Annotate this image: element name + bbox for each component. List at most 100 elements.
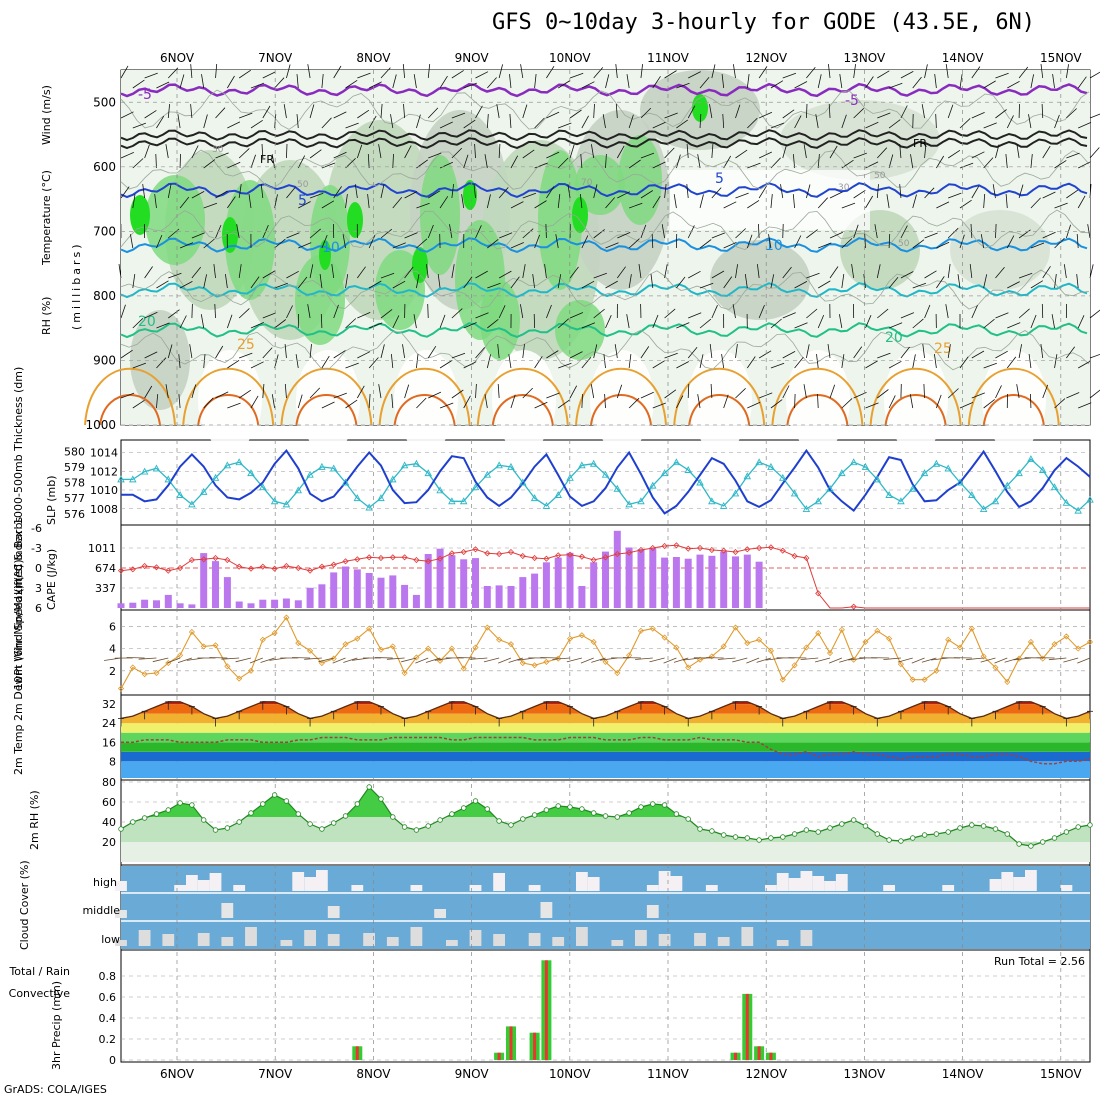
lifted-index-point (153, 564, 160, 571)
wind-barb (782, 266, 792, 279)
thickness-point (542, 501, 551, 509)
wind-barb (732, 304, 736, 319)
cape-bar (247, 603, 255, 608)
cloud-high (705, 885, 718, 891)
wind-barb (1018, 272, 1033, 279)
rh-tick: 20 (102, 836, 116, 849)
wind-barb (888, 233, 891, 249)
cloud-row-middle: middle (82, 904, 120, 917)
cloud-low (552, 937, 565, 946)
surface-wind-barb (897, 657, 913, 663)
wind-speed-point (307, 647, 314, 654)
wind-barb (391, 354, 394, 369)
rh-peak-0 (130, 195, 150, 235)
rh-point (437, 817, 443, 823)
wind-barb (333, 186, 342, 199)
wind-barb (368, 115, 377, 129)
wind-barb (793, 154, 795, 169)
lifted-index-point (803, 554, 810, 562)
wind-barb (451, 184, 454, 199)
page-title: GFS 0~10day 3-hourly for GODE (43.5E, 6N… (492, 10, 1036, 35)
cloud-high (765, 885, 777, 891)
wind-barb (605, 280, 618, 289)
surface-wind-barb (994, 657, 1008, 664)
rh-point (945, 829, 951, 835)
wind-barb (593, 184, 598, 199)
wind-barb (546, 151, 560, 159)
thickness-point (129, 475, 137, 483)
wind-barb (605, 197, 616, 209)
thickness-point (885, 491, 893, 498)
wind-barb (557, 318, 569, 329)
thickness-point (755, 458, 763, 466)
wind-barb (1087, 224, 1091, 239)
wind-barb (215, 345, 224, 359)
rh-shade-11 (130, 310, 190, 410)
wind-barb (959, 162, 974, 169)
wind-barb (969, 264, 973, 279)
rh-point (661, 802, 668, 808)
thickness-point (731, 489, 740, 497)
cape-bar (554, 557, 562, 608)
wind-barb (309, 149, 322, 159)
wind-speed-point (685, 664, 692, 671)
cape-bar (613, 530, 621, 608)
isotherm-30-1 (197, 394, 260, 426)
wind-barb (841, 274, 845, 289)
thickness-point (353, 494, 362, 502)
wind-barb (758, 392, 773, 399)
wind-barb (345, 158, 356, 169)
wind-barb (179, 315, 187, 329)
rh-point (933, 831, 940, 837)
wind-barb (1054, 274, 1057, 289)
rh-high-10 (480, 280, 520, 360)
wind-barb (391, 393, 394, 409)
wind-barb (782, 312, 796, 319)
wind-barb (876, 184, 879, 199)
rh-point (189, 802, 195, 808)
wind-barb (463, 361, 477, 369)
cape-bar (720, 551, 728, 608)
wind-barb (841, 354, 845, 369)
wind-speed-point (980, 653, 987, 660)
wind-barb (948, 192, 962, 199)
thickness-point (684, 466, 692, 473)
lifted-index-point (531, 554, 538, 562)
wind-barb (238, 69, 252, 79)
lifted-index-point (200, 556, 207, 563)
rh-peak-3 (412, 247, 428, 283)
wind-speed-point (732, 624, 739, 631)
wind-barb (971, 305, 978, 319)
wind-barb (947, 149, 961, 159)
cloud-high (1060, 885, 1073, 891)
wind-barb (510, 201, 524, 209)
surface-wind-barb (828, 657, 842, 664)
wind-barb (688, 312, 702, 319)
contour-label-3: FR (913, 137, 927, 150)
upper-ytick: 900 (93, 353, 116, 367)
wind-barb (1018, 184, 1024, 199)
wind-barb (569, 266, 579, 279)
wind-barb (508, 354, 512, 369)
rh-point (685, 816, 691, 822)
wind-barb (664, 112, 678, 119)
wind-barb (735, 228, 746, 239)
wind-barb (522, 104, 528, 119)
wind-barb (664, 308, 676, 319)
wind-barb (155, 153, 157, 169)
cape-bar (294, 600, 302, 608)
rh-tick: 80 (102, 776, 116, 789)
cape-bar (495, 585, 503, 608)
wind-barb (971, 392, 985, 399)
wind-barb (567, 184, 571, 199)
precip-tick: 0.4 (99, 1012, 117, 1025)
isotherm-25-6 (673, 367, 766, 426)
rh-point (1028, 843, 1034, 849)
wind-barb (368, 357, 379, 369)
surface-wind-barb (469, 657, 488, 660)
cape-bar (377, 577, 385, 608)
wind-barb (427, 303, 429, 319)
wind-barb (284, 383, 287, 399)
wind-barb (402, 64, 406, 79)
dry-pocket-2 (394, 350, 458, 450)
